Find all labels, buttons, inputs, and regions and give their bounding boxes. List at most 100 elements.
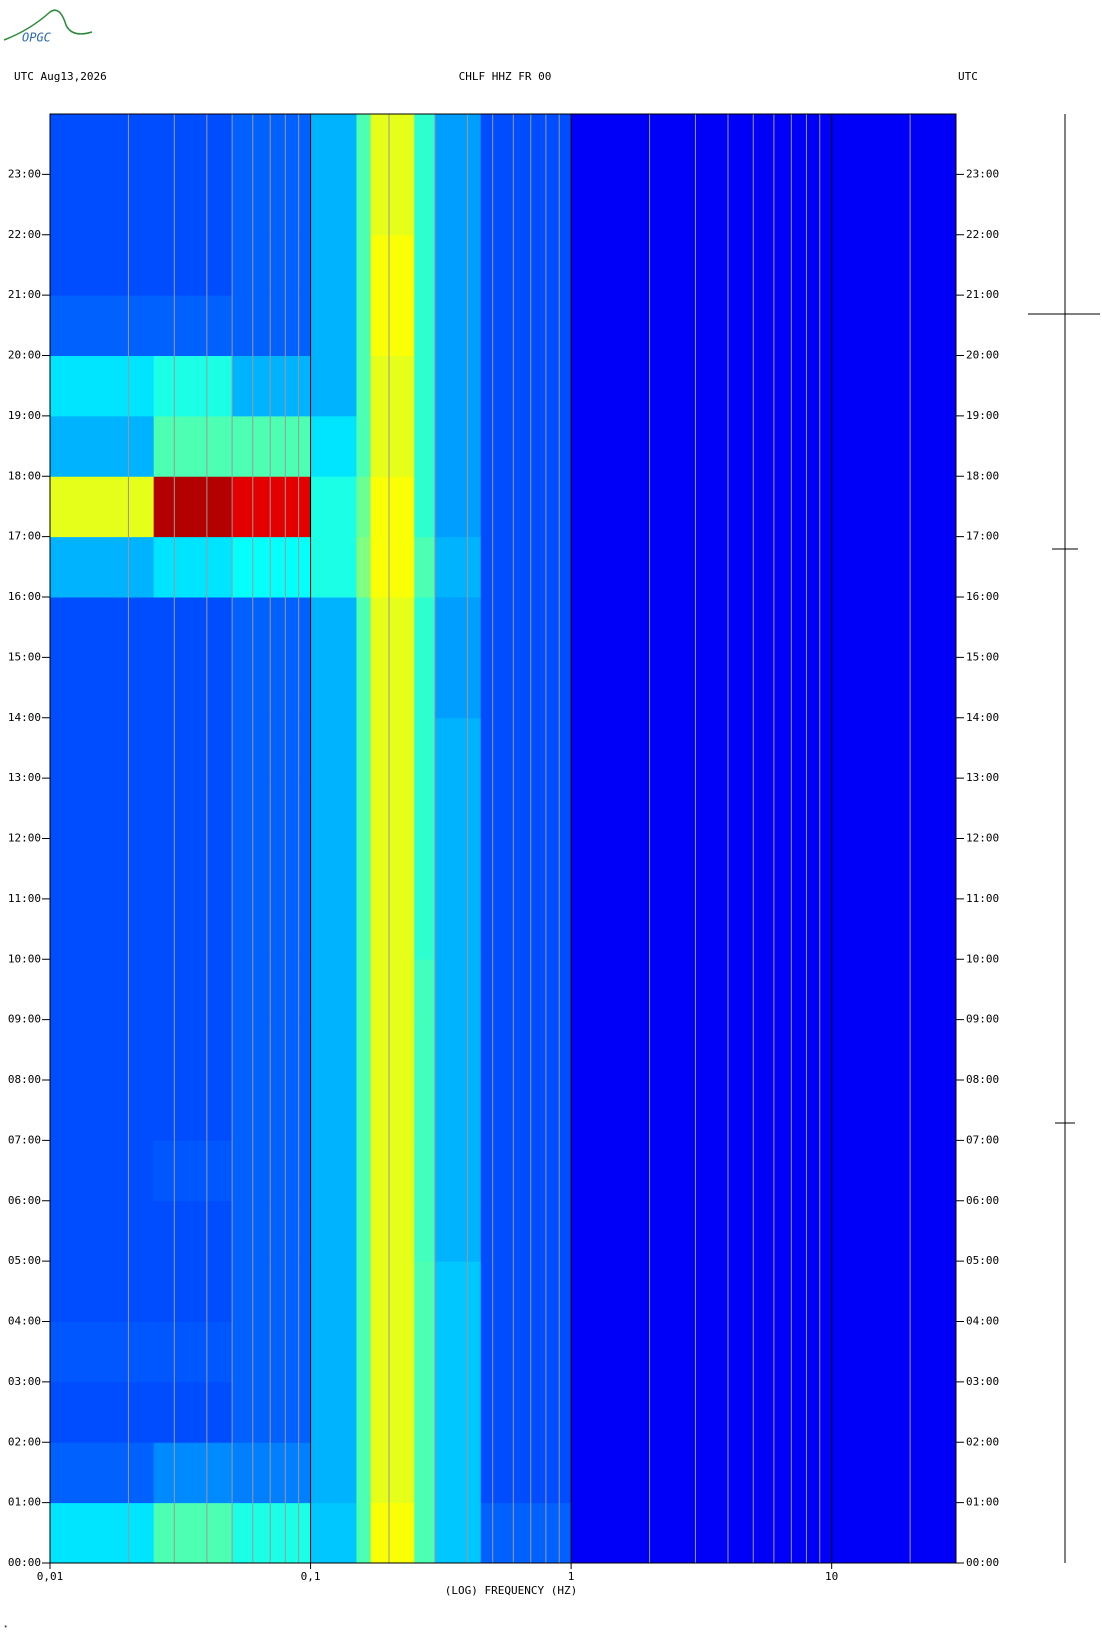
heat-cell [434,415,482,477]
heat-cell [310,657,357,719]
heat-cell [434,174,482,236]
heat-cell [356,778,372,839]
y-tick-label-right: 21:00 [966,288,999,301]
heat-cell [370,898,415,960]
heat-cell [153,1321,233,1383]
x-axis-label: (LOG) FREQUENCY (HZ) [445,1584,577,1597]
heat-cell [50,959,155,1021]
heatmap [50,114,957,1564]
heat-cell [50,536,155,598]
heat-cell [480,536,572,598]
y-tick-label-right: 06:00 [966,1194,999,1207]
heat-cell [232,1261,312,1322]
heat-cell [571,778,957,839]
heat-cell [356,295,372,356]
heat-cell [571,597,957,658]
heat-cell [232,355,312,417]
heat-cell [50,1200,155,1262]
heat-cell [571,1080,957,1141]
heat-cell [480,415,572,477]
heat-cell [356,1261,372,1322]
heat-cell [232,114,312,175]
y-tick-label-right: 23:00 [966,167,999,180]
heat-cell [434,1200,482,1262]
heat-cell [232,778,312,839]
heat-cell [571,1442,957,1504]
heat-cell [50,1140,155,1202]
heat-cell [310,717,357,779]
heat-cell [414,1502,436,1564]
heat-cell [414,234,436,296]
heat-cell [414,1442,436,1504]
heat-cell [434,778,482,839]
heat-cell [356,597,372,658]
y-tick-label-right: 14:00 [966,711,999,724]
heat-cell [50,898,155,960]
heat-cell [480,1502,572,1564]
heat-cell [414,657,436,719]
heat-cell [356,717,372,779]
heat-cell [414,1200,436,1262]
heat-cell [232,234,312,296]
heat-cell [370,778,415,839]
plot-frame [49,113,957,1564]
heat-cell [370,1261,415,1322]
heat-cell [310,898,357,960]
heat-cell [153,657,233,719]
heat-cell [232,597,312,658]
title: CHLF HHZ FR 00 [459,70,552,83]
heat-cell [232,898,312,960]
heat-cell [414,838,436,900]
heat-cell [50,1019,155,1081]
heat-cell [571,1502,957,1564]
heat-cell [370,838,415,900]
heat-cell [232,174,312,236]
heat-cell [356,959,372,1021]
heat-cell [356,476,372,538]
heat-cell [153,295,233,356]
heat-cell [310,778,357,839]
heat-cell [414,1140,436,1202]
y-tick-label-right: 15:00 [966,650,999,663]
heat-cell [310,355,357,417]
y-tick-label-right: 05:00 [966,1254,999,1267]
heat-cell [50,114,155,175]
y-tick-label: 21:00 [8,288,41,301]
y-tick-label-right: 02:00 [966,1435,999,1448]
y-tick-label: 17:00 [8,530,41,543]
heat-cell [434,234,482,296]
heat-cell [434,355,482,417]
heat-cell [434,1080,482,1141]
heat-cell [50,1321,155,1383]
heat-cell [480,174,572,236]
heat-cell [414,959,436,1021]
heat-cell [232,536,312,598]
heat-cell [370,1080,415,1141]
heat-cell [153,717,233,779]
x-tick-label: 1 [568,1570,575,1583]
heat-cell [571,838,957,900]
heat-cell [310,536,357,598]
heat-cell [153,1381,233,1443]
y-tick-label-right: 22:00 [966,228,999,241]
y-tick-label: 11:00 [8,892,41,905]
heat-cell [414,597,436,658]
heat-cell [434,1321,482,1383]
heat-cell [50,838,155,900]
heat-cell [480,114,572,175]
heat-cell [232,1019,312,1081]
heat-cell [414,174,436,236]
x-tick-label: 0,01 [37,1570,64,1583]
heat-cell [50,476,155,538]
heat-cell [414,536,436,598]
heat-cell [434,1261,482,1322]
heat-cell [571,295,957,356]
heat-cell [50,597,155,658]
heat-cell [232,1381,312,1443]
heat-cell [310,1261,357,1322]
heat-cell [434,1019,482,1081]
y-tick-label: 22:00 [8,228,41,241]
heat-cell [414,476,436,538]
heat-cell [571,476,957,538]
